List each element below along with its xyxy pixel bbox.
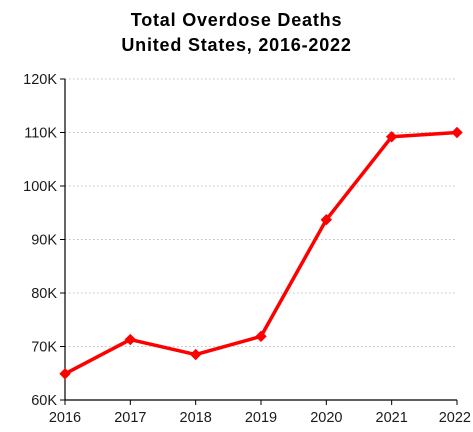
y-tick-label: 60K (31, 393, 57, 409)
x-tick-label: 2019 (245, 410, 277, 426)
data-point-marker (385, 131, 398, 143)
x-tick-label: 2020 (310, 410, 342, 426)
data-point-marker (189, 348, 202, 361)
y-tick-label: 120K (23, 72, 57, 88)
x-tick-label: 2021 (376, 410, 408, 426)
data-point-marker (124, 333, 137, 346)
data-point-marker (255, 330, 267, 343)
data-point-marker (59, 368, 71, 380)
x-tick-labels: 2016 2017 2018 2019 2020 2021 2022 (49, 410, 471, 426)
chart-subtitle: United States, 2016-2022 (121, 35, 352, 55)
data-point-marker (320, 213, 333, 226)
gridlines (65, 78, 457, 347)
x-tick-label: 2018 (180, 410, 212, 426)
axes (60, 78, 458, 405)
data-point-marker (451, 126, 463, 139)
data-series (59, 126, 463, 380)
y-tick-labels: 60K 70K 80K 90K 100K 110K 120K (23, 72, 57, 409)
x-tick-label: 2017 (114, 410, 146, 426)
chart-title-block: Total Overdose Deaths United States, 201… (0, 8, 473, 58)
y-tick-label: 100K (23, 179, 57, 195)
y-tick-label: 90K (31, 233, 57, 249)
chart-title: Total Overdose Deaths (130, 10, 343, 30)
x-tick-label: 2022 (439, 410, 471, 426)
y-tick-label: 110K (24, 126, 57, 142)
y-tick-label: 80K (31, 286, 57, 302)
y-tick-label: 70K (31, 340, 57, 356)
x-tick-label: 2016 (49, 410, 81, 426)
